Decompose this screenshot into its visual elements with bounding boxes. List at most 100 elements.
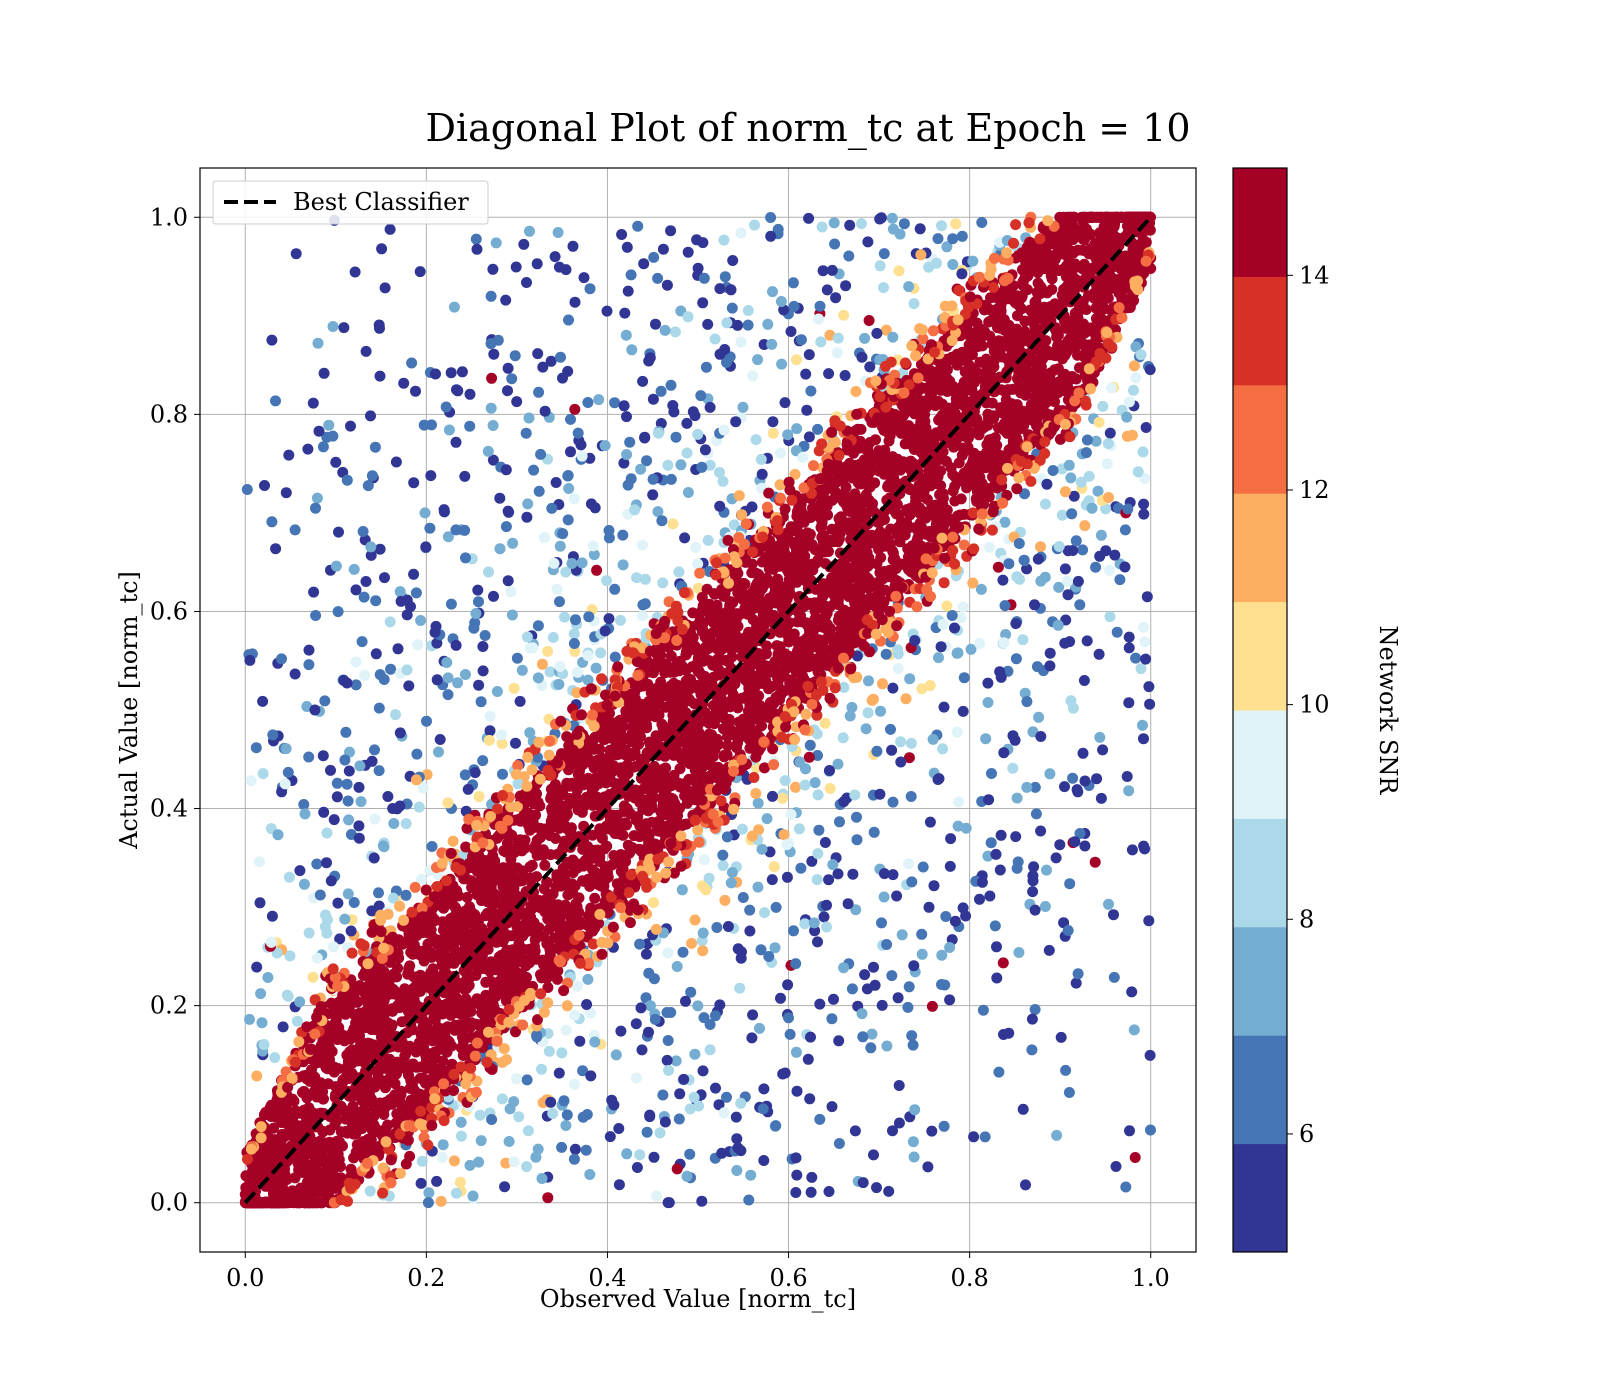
data-point: [877, 678, 888, 690]
data-point: [384, 616, 396, 628]
data-point: [1021, 781, 1033, 793]
data-point: [1138, 733, 1149, 745]
data-point: [737, 892, 749, 903]
data-point: [894, 536, 906, 548]
data-point: [785, 326, 797, 337]
data-point: [503, 506, 515, 518]
data-point: [433, 746, 444, 758]
data-point: [494, 543, 506, 555]
data-point: [487, 420, 499, 431]
data-point: [818, 911, 830, 923]
data-point: [464, 388, 476, 400]
data-point: [1062, 575, 1073, 587]
data-point: [790, 1187, 802, 1198]
data-point: [1123, 396, 1135, 408]
data-point: [506, 373, 518, 385]
data-point: [557, 528, 569, 540]
data-point: [413, 801, 425, 813]
data-point: [554, 661, 566, 672]
data-point: [532, 1143, 544, 1155]
data-point: [311, 492, 323, 504]
data-point: [843, 250, 855, 262]
data-point: [244, 654, 256, 666]
data-point: [473, 679, 485, 691]
data-point: [938, 1120, 950, 1132]
data-point: [450, 639, 462, 651]
data-point: [1067, 702, 1079, 714]
data-point: [1075, 476, 1087, 488]
data-point: [1094, 731, 1106, 743]
data-point: [871, 327, 883, 339]
data-point: [909, 1104, 921, 1116]
data-point: [1072, 575, 1084, 587]
data-point: [630, 1018, 642, 1030]
data-point: [387, 892, 399, 904]
data-point: [949, 915, 961, 927]
data-point: [821, 284, 833, 296]
data-point: [765, 230, 777, 242]
data-point: [534, 822, 546, 834]
data-point: [669, 326, 681, 338]
data-point: [676, 884, 688, 896]
data-point: [947, 469, 959, 480]
data-point: [903, 752, 915, 764]
data-point: [791, 1169, 803, 1181]
data-point: [957, 705, 969, 717]
data-point: [584, 1169, 596, 1180]
data-point: [659, 324, 671, 336]
data-point: [644, 352, 656, 364]
data-point: [330, 560, 342, 572]
data-point: [577, 1065, 589, 1077]
data-point: [880, 648, 892, 660]
data-point: [581, 1109, 593, 1120]
data-point: [589, 502, 601, 514]
data-point: [599, 440, 611, 452]
data-point: [1003, 558, 1015, 570]
data-point: [331, 791, 343, 803]
data-point: [782, 979, 794, 991]
data-point: [1052, 619, 1064, 631]
data-point: [572, 980, 584, 992]
data-point: [779, 775, 791, 787]
data-point: [944, 994, 956, 1006]
data-point: [254, 897, 266, 909]
data-point: [539, 405, 551, 417]
data-point: [967, 255, 979, 267]
data-point: [749, 219, 760, 231]
data-point: [582, 650, 594, 662]
data-point: [1044, 660, 1056, 672]
data-point: [450, 1187, 462, 1199]
data-point: [827, 859, 839, 871]
data-point: [1103, 898, 1114, 910]
data-point: [797, 451, 809, 463]
data-point: [626, 344, 638, 356]
data-point: [819, 837, 831, 848]
data-point: [790, 1046, 802, 1058]
data-point: [250, 742, 262, 754]
chart-title: Diagonal Plot of norm_tc at Epoch = 10: [425, 106, 1190, 151]
data-point: [488, 348, 500, 360]
data-point: [887, 796, 899, 808]
data-point: [935, 641, 947, 653]
data-point: [692, 1000, 704, 1012]
data-point: [456, 366, 468, 378]
data-point: [865, 1042, 877, 1054]
data-point: [414, 266, 426, 278]
data-point: [856, 351, 868, 363]
data-point: [819, 717, 831, 729]
data-point: [470, 608, 482, 619]
data-point: [378, 674, 390, 685]
data-point: [1021, 563, 1033, 575]
data-point: [1070, 977, 1082, 989]
data-point: [569, 645, 581, 657]
data-point: [353, 820, 365, 832]
data-point: [613, 1123, 625, 1134]
data-point: [385, 663, 397, 675]
data-point: [979, 1131, 991, 1143]
data-point: [736, 823, 748, 835]
data-point: [321, 857, 332, 869]
data-point: [360, 576, 372, 587]
data-point: [1139, 636, 1151, 648]
data-point: [936, 979, 947, 990]
data-point: [279, 778, 291, 790]
